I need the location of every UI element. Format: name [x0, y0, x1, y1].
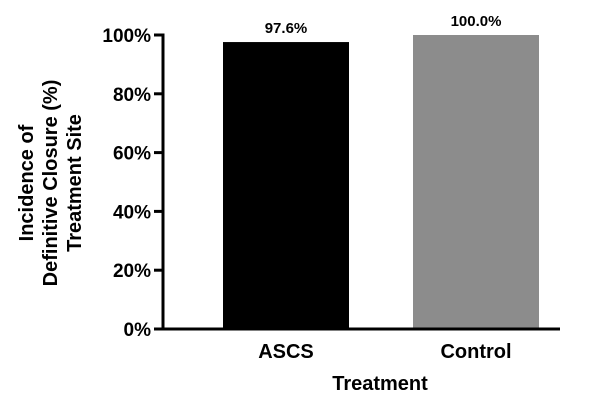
data-label-ascs: 97.6% — [265, 20, 308, 37]
y-tick-label: 40% — [113, 202, 151, 223]
bar-control — [413, 35, 539, 329]
y-tick-label: 0% — [124, 320, 152, 341]
x-axis-title: Treatment — [332, 373, 428, 395]
bar-ascs — [223, 42, 349, 329]
y-tick-label: 100% — [102, 26, 151, 47]
x-tick-label-control: Control — [440, 341, 511, 363]
bars: 97.6% ASCS 100.0% Control — [223, 13, 539, 363]
y-axis-title-line-1: Incidence of — [16, 124, 38, 241]
y-axis-ticks: 0% 20% 40% 60% 80% 100% — [102, 26, 163, 341]
y-tick-label: 80% — [113, 85, 151, 106]
y-tick-label: 20% — [113, 261, 151, 282]
y-tick-label: 60% — [113, 144, 151, 165]
y-axis-title-line-3: Treatment Site — [64, 114, 86, 252]
data-label-control: 100.0% — [451, 13, 502, 30]
y-axis-title-line-2: Definitive Closure (%) — [40, 80, 62, 287]
y-axis-title: Incidence of Definitive Closure (%) Trea… — [16, 80, 86, 287]
x-tick-label-ascs: ASCS — [258, 341, 314, 363]
